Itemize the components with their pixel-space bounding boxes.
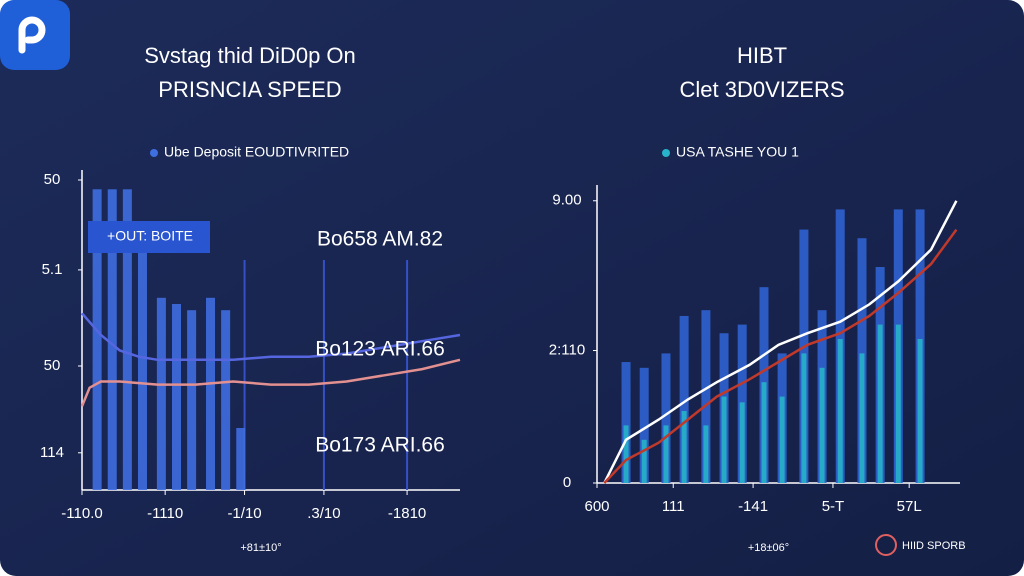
chart-subtitle: PRISNCIA SPEED — [158, 77, 341, 102]
bar — [761, 382, 767, 483]
y-tick-label: 114 — [40, 444, 64, 461]
annotation: +OUT: BOITE — [107, 228, 193, 244]
x-tick-label: 57L — [897, 498, 922, 515]
bar — [639, 367, 649, 483]
y-tick-label: 50 — [44, 357, 61, 374]
x-tick-label: .3/10 — [307, 505, 340, 522]
y-tick-label: 0 — [563, 474, 571, 491]
x-tick-label: 5-T — [822, 498, 845, 515]
bar — [663, 425, 669, 483]
chart-subtitle: Clet 3D0VIZERS — [679, 77, 844, 102]
line — [80, 358, 461, 407]
bar — [679, 315, 689, 483]
bar — [895, 324, 901, 483]
bar — [621, 362, 631, 483]
chart-title: Svstag thid DiD0p On — [144, 43, 356, 68]
brand-label: HIID SPORB — [902, 540, 966, 552]
bar — [739, 402, 745, 483]
x-tick-label: 111 — [662, 498, 685, 515]
bar — [122, 189, 132, 491]
x-tick-label: -141 — [738, 498, 768, 515]
x-tick-label: -1/10 — [227, 505, 261, 522]
bar — [137, 229, 147, 490]
legend-marker — [662, 149, 670, 157]
line — [81, 312, 461, 362]
bar — [917, 339, 923, 483]
y-tick-label: 2:110 — [549, 341, 585, 358]
x-axis-label: +81±10° — [240, 542, 281, 554]
logo-tile[interactable] — [0, 0, 70, 70]
bar — [801, 353, 807, 483]
bar — [661, 353, 671, 483]
x-tick-label: 600 — [584, 498, 609, 515]
bar — [172, 304, 181, 490]
bar — [187, 310, 197, 490]
y-tick-label: 5.1 — [42, 261, 63, 278]
annotation: Bo658 AM.82 — [317, 228, 443, 251]
legend-label: USA TASHE YOU 1 — [676, 144, 799, 160]
bar — [92, 189, 102, 491]
bar — [703, 425, 709, 483]
legend-marker — [150, 149, 158, 157]
x-tick-label: -110.0 — [61, 505, 102, 522]
bar — [156, 297, 166, 490]
bar — [859, 353, 865, 483]
x-axis-label: +18±06° — [748, 542, 789, 554]
bar — [779, 396, 785, 483]
y-tick-label: 9.00 — [552, 192, 581, 209]
annotation-box — [88, 221, 210, 253]
bar — [681, 411, 687, 483]
bar — [236, 428, 246, 490]
y-tick-label: 50 — [44, 171, 61, 188]
logo-icon — [18, 16, 46, 54]
bar — [877, 324, 883, 483]
brand-icon — [875, 534, 897, 556]
line — [603, 228, 958, 484]
bar — [837, 339, 843, 483]
bar — [819, 367, 825, 483]
bar — [641, 439, 647, 483]
bar — [623, 425, 629, 483]
bar — [701, 310, 711, 483]
legend-label: Ube Deposit EOUDTIVRITED — [164, 144, 349, 160]
bar — [206, 297, 216, 490]
bar — [221, 310, 231, 490]
line — [603, 200, 958, 484]
annotation: Bo173 ARI.66 — [315, 434, 445, 457]
chart-title: HIBT — [737, 43, 787, 68]
x-tick-label: -1110 — [147, 505, 183, 522]
annotation: Bo123 ARI.66 — [315, 338, 445, 361]
x-tick-label: -1810 — [388, 505, 426, 522]
bar — [721, 396, 727, 483]
bar — [107, 189, 117, 491]
